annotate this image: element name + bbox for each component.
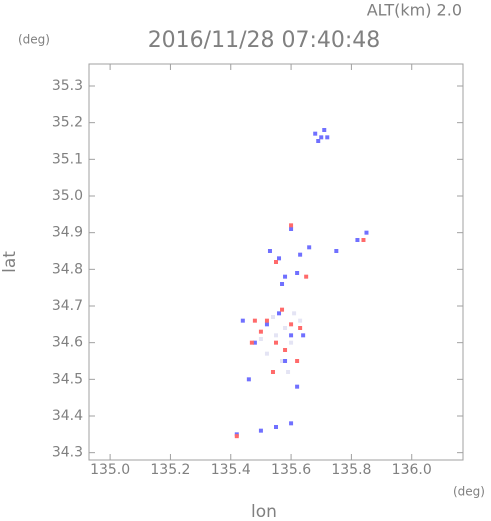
y-tick-label: 34.5 xyxy=(52,371,83,387)
y-tick-label: 35.1 xyxy=(52,151,83,167)
radar-point xyxy=(267,249,272,253)
chart-title: 2016/11/28 07:40:48 xyxy=(148,28,381,53)
radar-point xyxy=(316,139,321,143)
radar-point xyxy=(277,311,282,316)
radar-point xyxy=(298,318,303,323)
y-tick-label: 35.3 xyxy=(52,78,83,94)
x-tick-label: 136.0 xyxy=(392,462,432,478)
radar-point xyxy=(361,238,366,242)
radar-point xyxy=(280,282,285,286)
x-tick-label: 135.8 xyxy=(331,462,371,478)
radar-point xyxy=(322,128,327,132)
radar-point xyxy=(298,252,303,257)
radar-point xyxy=(319,135,324,140)
radar-point xyxy=(246,377,251,382)
radar-point xyxy=(283,348,288,352)
y-tick-label: 34.4 xyxy=(52,408,83,424)
radar-point xyxy=(292,311,297,316)
y-tick-label: 34.9 xyxy=(52,225,83,241)
x-tick-label: 135.4 xyxy=(211,462,251,478)
radar-point xyxy=(283,359,288,363)
x-axis-label: lon xyxy=(251,502,277,521)
y-unit: (deg) xyxy=(18,33,50,47)
radar-point xyxy=(355,238,360,242)
radar-point xyxy=(270,370,275,374)
y-tick-label: 34.7 xyxy=(52,298,83,314)
radar-point xyxy=(252,340,257,345)
radar-point xyxy=(277,256,282,261)
radar-point xyxy=(295,359,300,363)
radar-point xyxy=(289,333,294,338)
radar-point xyxy=(295,271,300,275)
radar-point xyxy=(258,337,263,341)
radar-point xyxy=(249,340,254,345)
radar-point xyxy=(325,135,330,140)
radar-point xyxy=(274,425,278,429)
x-tick-label: 135.0 xyxy=(90,462,130,478)
radar-point xyxy=(307,245,312,250)
radar-point xyxy=(258,428,263,433)
radar-point xyxy=(289,421,294,426)
radar-point xyxy=(258,329,263,334)
y-tick-label: 34.3 xyxy=(52,445,83,461)
radar-point xyxy=(240,318,245,323)
radar-point xyxy=(334,249,339,253)
radar-point xyxy=(295,384,300,389)
radar-point xyxy=(289,340,294,345)
y-axis-label: lat xyxy=(0,251,20,273)
y-tick-label: 34.6 xyxy=(52,335,83,351)
radar-point xyxy=(280,307,285,312)
radar-point xyxy=(264,318,269,323)
radar-point xyxy=(270,315,275,319)
radar-point xyxy=(286,370,291,374)
radar-point xyxy=(274,340,278,345)
radar-point xyxy=(298,326,303,330)
x-unit: (deg) xyxy=(453,485,485,499)
plot-frame xyxy=(88,63,464,461)
radar-point xyxy=(289,322,294,327)
radar-point xyxy=(264,351,269,356)
radar-point xyxy=(274,260,278,264)
radar-point xyxy=(283,274,288,279)
y-tick-label: 35.0 xyxy=(52,188,83,204)
radar-point xyxy=(313,131,318,136)
radar-point xyxy=(304,274,309,279)
radar-point xyxy=(364,230,369,235)
radar-point xyxy=(289,227,294,231)
radar-point xyxy=(252,318,257,323)
radar-point xyxy=(234,434,239,439)
radar-point xyxy=(280,359,285,363)
radar-point xyxy=(301,333,306,338)
radar-point xyxy=(274,333,278,338)
radar-point xyxy=(283,326,288,330)
y-tick-label: 34.8 xyxy=(52,261,83,277)
radar-point xyxy=(264,322,269,327)
x-tick-label: 135.2 xyxy=(150,462,190,478)
altitude-label: ALT(km) 2.0 xyxy=(367,1,462,20)
y-tick-label: 35.2 xyxy=(52,115,83,131)
radar-point xyxy=(289,223,294,228)
x-tick-label: 135.6 xyxy=(271,462,311,478)
